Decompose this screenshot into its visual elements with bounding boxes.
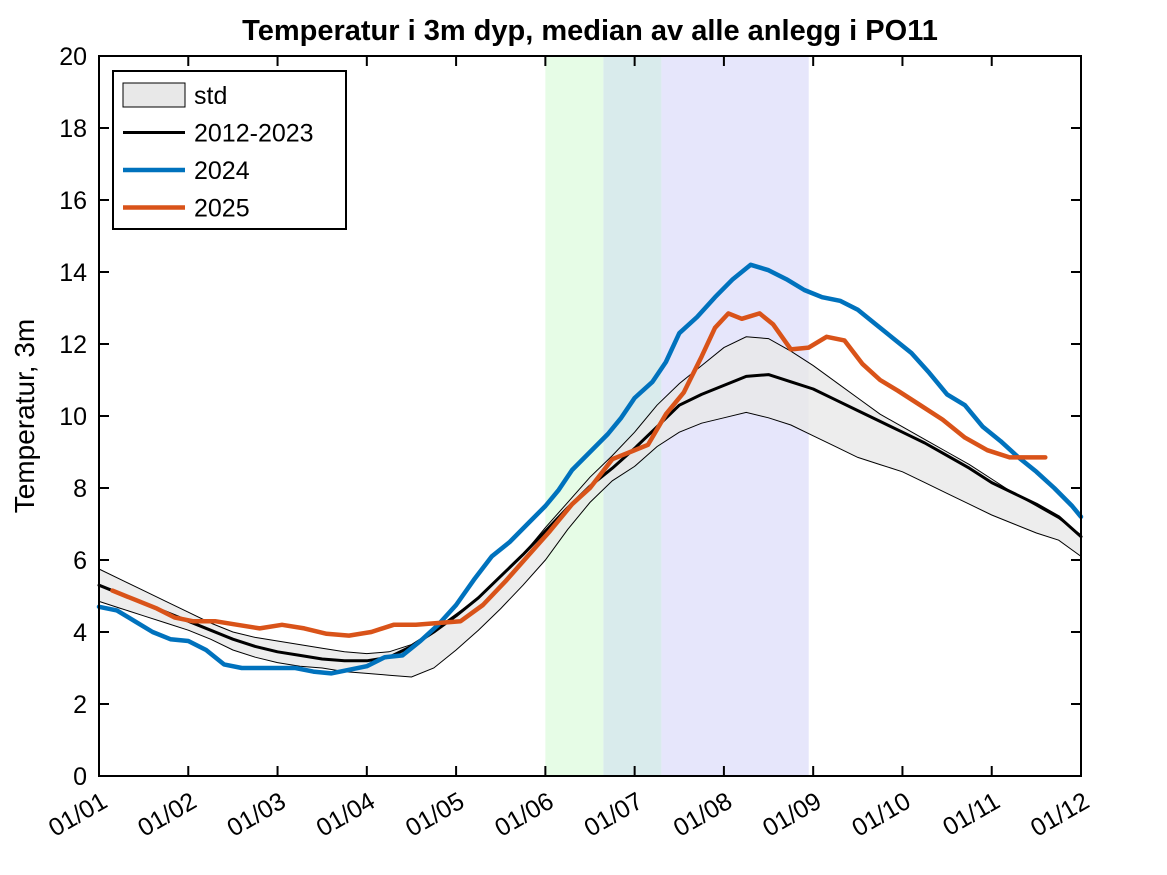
x-tick-label: 01/06: [490, 787, 558, 843]
y-tick-label: 0: [73, 763, 87, 791]
y-tick-label: 4: [73, 619, 87, 647]
x-tick-label: 01/10: [847, 787, 915, 843]
y-axis-label: Temperatur, 3m: [9, 319, 40, 514]
y-tick-label: 20: [59, 43, 87, 71]
y-tick-label: 16: [59, 187, 87, 215]
legend-label-2024: 2024: [194, 157, 250, 185]
std-band: [98, 336, 1082, 678]
x-tick-label: 01/01: [44, 787, 112, 843]
series-line-2025: [110, 311, 1048, 638]
x-tick-label: 01/04: [312, 787, 380, 843]
x-axis: 01/01 01/02 01/03 01/04 01/05 01/06 01/07 01/08…: [44, 56, 1094, 842]
y-tick-label: 2: [73, 691, 87, 719]
shaded-period-1: [545, 56, 604, 776]
x-tick-label: 01/05: [401, 787, 469, 843]
std-band-area: [99, 336, 1081, 677]
legend: std 2012-2023 2024 2025: [112, 70, 347, 230]
chart-title: Temperatur i 3m dyp, median av alle anle…: [242, 15, 938, 47]
series-lines: [96, 262, 1084, 676]
legend-swatch-std: [122, 82, 186, 108]
y-tick-label: 18: [59, 115, 87, 143]
std-band-upper: [98, 336, 1082, 655]
y-tick-label: 12: [59, 331, 87, 359]
x-tick-label: 01/09: [758, 787, 826, 843]
x-tick-label: 01/07: [579, 787, 647, 843]
y-axis: 0 2 4 6 8 10 12 14 16 18 20: [59, 43, 1081, 791]
x-tick-label: 01/08: [669, 787, 737, 843]
x-tick-label: 01/11: [938, 787, 1005, 842]
x-tick-label: 01/12: [1026, 787, 1094, 843]
y-tick-label: 6: [73, 547, 87, 575]
std-band-lower: [98, 411, 1082, 678]
y-tick-label: 14: [59, 259, 87, 287]
legend-label-2012-2023: 2012-2023: [194, 120, 314, 148]
x-tick-label: 01/02: [133, 787, 201, 843]
legend-label-std: std: [194, 82, 227, 110]
x-tick-label: 01/03: [222, 787, 290, 843]
series-line-2024: [96, 262, 1084, 676]
legend-label-2025: 2025: [194, 195, 250, 223]
y-tick-label: 10: [59, 403, 87, 431]
y-tick-label: 8: [73, 475, 87, 503]
